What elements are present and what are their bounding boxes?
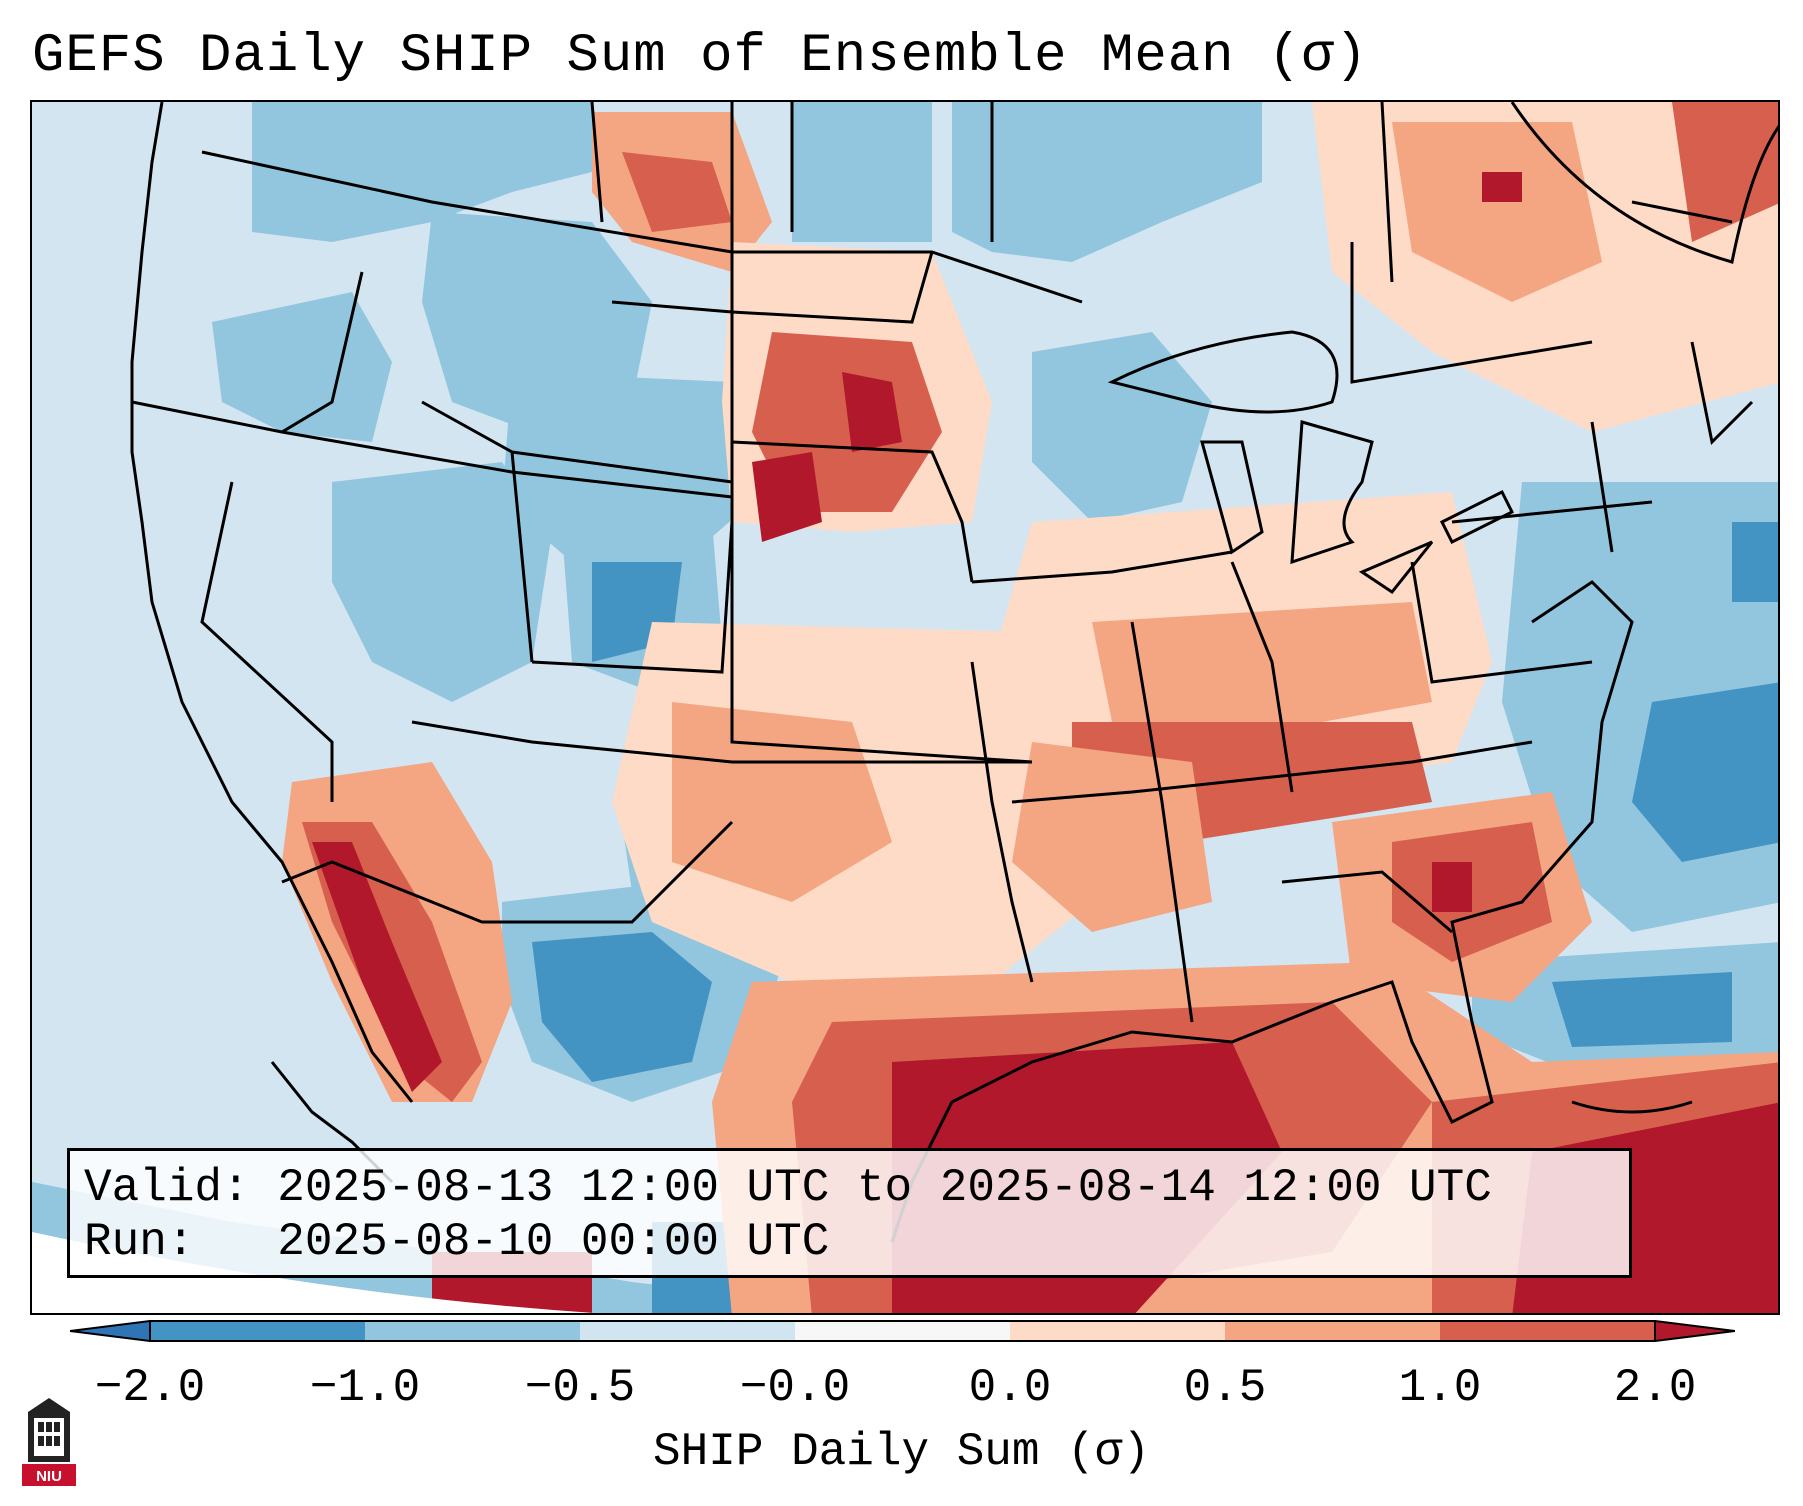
colorbar-outline [149, 1320, 1656, 1342]
map-frame [30, 100, 1780, 1315]
colorbar-tick-label: −1.0 [309, 1362, 421, 1414]
colorbar-segment [150, 1321, 366, 1341]
run-value: 2025-08-10 00:00 UTC [277, 1216, 830, 1268]
valid-label: Valid: [84, 1162, 250, 1214]
state-boundaries [130, 102, 1754, 1103]
colorbar [70, 1320, 1735, 1342]
niu-logo: NIU [22, 1398, 76, 1486]
colorbar-tick-label: −0.0 [739, 1362, 851, 1414]
colorbar-segment [1440, 1321, 1656, 1341]
colorbar-tick-label: 0.0 [968, 1362, 1052, 1414]
negative-anomaly-regions [32, 102, 1778, 1313]
colorbar-tick-label: 1.0 [1398, 1362, 1482, 1414]
colorbar-segment [795, 1321, 1011, 1341]
colorbar-extend-low [70, 1320, 151, 1342]
colorbar-tick-label: −2.0 [94, 1362, 206, 1414]
colorbar-segment [365, 1321, 581, 1341]
colorbar-segment [580, 1321, 796, 1341]
colorbar-segment [1225, 1321, 1441, 1341]
colorbar-label: SHIP Daily Sum (σ) [653, 1426, 1150, 1478]
logo-text: NIU [36, 1468, 62, 1485]
projection-edge [32, 1232, 595, 1313]
colorbar-tick-label: −0.5 [524, 1362, 636, 1414]
valid-value: 2025-08-13 12:00 UTC to 2025-08-14 12:00… [277, 1162, 1492, 1214]
valid-run-info-box: Valid: 2025-08-13 12:00 UTC to 2025-08-1… [67, 1148, 1632, 1278]
map-canvas [32, 102, 1778, 1313]
colorbar-extend-high [1654, 1320, 1735, 1342]
colorbar-tick-label: 2.0 [1613, 1362, 1697, 1414]
coastlines [270, 102, 1778, 1243]
colorbar-tick-label: 0.5 [1183, 1362, 1267, 1414]
chart-title: GEFS Daily SHIP Sum of Ensemble Mean (σ) [32, 26, 1369, 87]
colorbar-segment [1010, 1321, 1226, 1341]
run-label: Run: [84, 1216, 195, 1268]
